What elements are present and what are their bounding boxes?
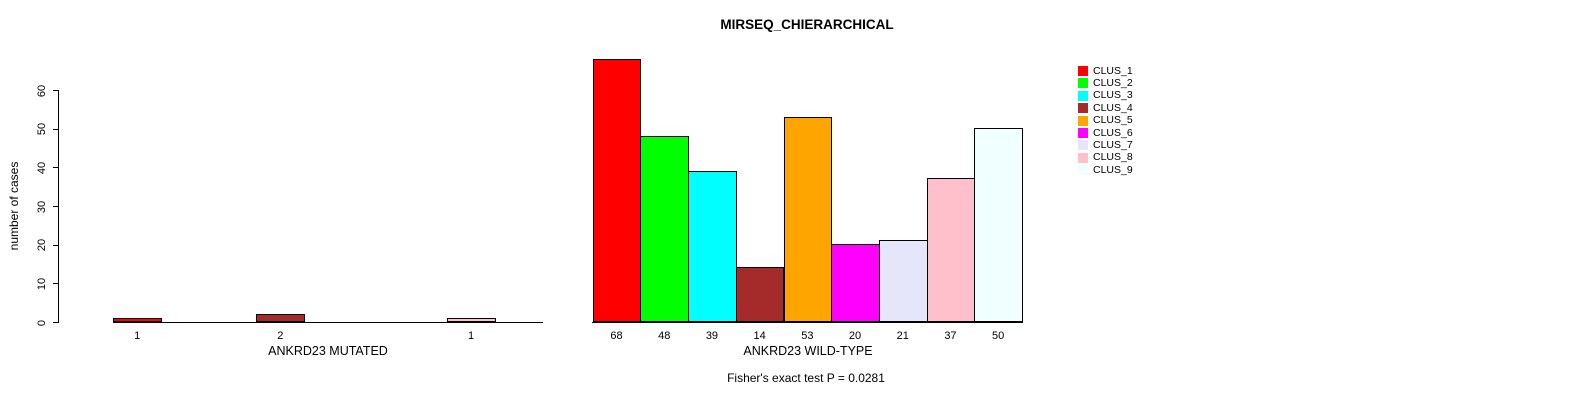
y-axis-tick-label: 30 [36,200,48,213]
legend-swatch [1078,78,1088,89]
legend-swatch [1078,103,1088,114]
legend-swatch [1078,128,1088,138]
bar-right-CLUS_7 [878,240,928,323]
y-axis-tick [53,90,58,91]
bar-value-right-CLUS_8: 37 [944,330,957,342]
legend-label: CLUS_6 [1093,126,1133,139]
bar-value-right-CLUS_6: 20 [848,330,862,342]
legend-label: CLUS_8 [1093,151,1133,164]
bar-value-right-CLUS_4: 14 [753,330,766,342]
y-axis-tick-label: 10 [36,277,48,290]
bar-right-CLUS_1 [592,58,642,323]
bar-value-right-CLUS_9: 50 [992,330,1005,342]
bar-value-left-CLUS_8: 1 [467,330,475,342]
legend-swatch [1078,152,1088,163]
legend-label: CLUS_4 [1093,101,1133,114]
bar-right-CLUS_8 [926,178,976,323]
bar-right-CLUS_5 [783,116,833,323]
bar-value-right-CLUS_2: 48 [658,330,671,342]
y-axis-tick-label: 20 [36,239,48,252]
legend-label: CLUS_3 [1093,89,1133,102]
bar-left-CLUS_4 [256,313,306,323]
legend-label: CLUS_7 [1093,138,1133,151]
x-axis-label-mutated: ANKRD23 MUTATED [268,344,388,358]
chart-title: MIRSEQ_CHIERARCHICAL [720,17,894,32]
bar-value-left-CLUS_4: 2 [277,330,284,342]
legend-label: CLUS_9 [1093,163,1133,176]
legend-swatch [1078,140,1088,151]
legend-label: CLUS_2 [1093,76,1133,89]
fisher-test-annotation: Fisher's exact test P = 0.0281 [727,371,885,385]
bar-value-right-CLUS_1: 68 [610,330,623,342]
y-axis-tick [53,128,58,130]
y-axis-tick-label: 0 [36,319,48,326]
bar-right-CLUS_4 [735,267,785,323]
bar-value-right-CLUS_5: 53 [801,330,814,342]
legend-swatch [1078,115,1088,126]
x-axis-label-wildtype: ANKRD23 WILD-TYPE [743,344,873,358]
legend-swatch [1078,165,1088,176]
y-axis-tick [53,206,58,207]
bar-left-CLUS_1 [113,317,162,323]
y-axis-tick [53,244,58,246]
y-axis-tick [53,167,58,169]
bar-value-right-CLUS_3: 39 [705,330,719,342]
y-axis-line [58,90,59,323]
y-axis-tick-label: 40 [36,161,48,174]
baseline-left [112,322,544,323]
bar-right-CLUS_2 [640,135,690,323]
y-axis-tick-label: 60 [36,84,48,97]
bar-value-left-CLUS_1: 1 [134,330,141,342]
legend-label: CLUS_5 [1093,114,1133,127]
bar-left-CLUS_8 [447,317,496,323]
legend-label: CLUS_1 [1093,64,1133,77]
bar-right-CLUS_6 [831,244,880,323]
bar-value-right-CLUS_7: 21 [896,330,909,342]
bar-right-CLUS_3 [688,170,737,323]
y-axis-label: number of cases [7,161,21,251]
legend-swatch [1078,66,1088,76]
bar-right-CLUS_9 [974,128,1023,323]
baseline-right [591,322,1023,323]
y-axis-tick [53,283,58,285]
y-axis-tick [53,322,58,323]
y-axis-tick-label: 50 [36,123,48,136]
legend-swatch [1078,90,1088,101]
